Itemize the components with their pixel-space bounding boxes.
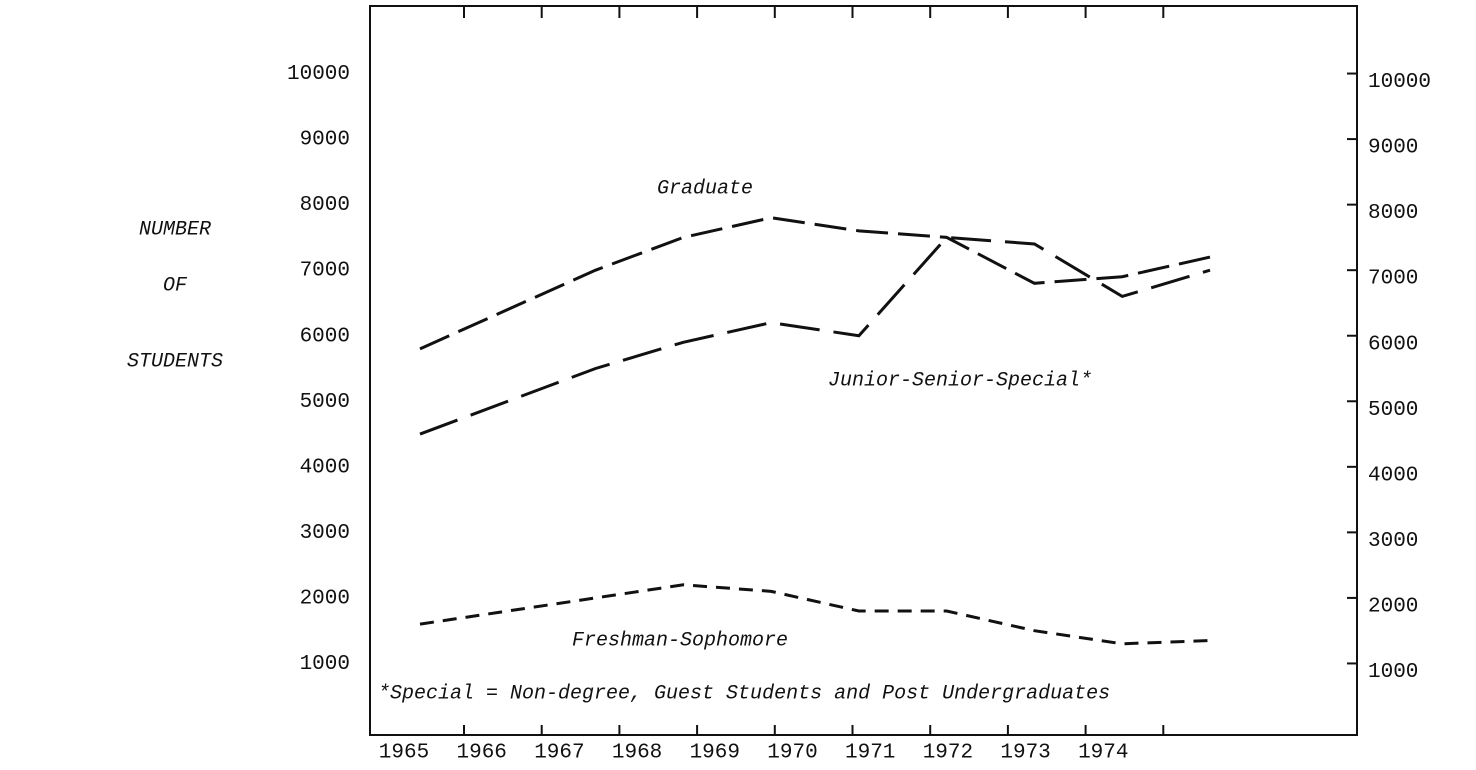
footnote: *Special = Non-degree, Guest Students an… <box>378 682 1110 705</box>
y-tick-label: 4000 <box>300 456 350 479</box>
y-tick-label: 7000 <box>300 260 350 283</box>
y2-tick-label: 7000 <box>1368 268 1418 291</box>
x-tick-label: 1968 <box>612 742 662 765</box>
series-label: Junior-Senior-Special* <box>828 369 1092 392</box>
y2-tick-label: 4000 <box>1368 464 1418 487</box>
y-tick-label: 2000 <box>300 587 350 610</box>
x-tick-label: 1972 <box>923 742 973 765</box>
y-axis-label: OF <box>163 274 188 297</box>
series-line <box>419 583 1211 646</box>
y2-tick-label: 2000 <box>1368 595 1418 618</box>
y2-tick-label: 3000 <box>1368 530 1418 553</box>
series-line <box>419 235 1211 436</box>
y-tick-label: 9000 <box>300 129 350 152</box>
x-tick-label: 1965 <box>379 742 429 765</box>
x-tick-label: 1970 <box>767 742 817 765</box>
y-tick-label: 6000 <box>300 325 350 348</box>
y-tick-label: 10000 <box>287 63 350 86</box>
series-label: Graduate <box>657 177 753 200</box>
y-tick-label: 8000 <box>300 194 350 217</box>
x-tick-label: 1974 <box>1078 742 1128 765</box>
plot-frame <box>369 5 1358 736</box>
series-line <box>419 216 1211 351</box>
y2-tick-label: 9000 <box>1368 137 1418 160</box>
y2-tick-label: 10000 <box>1368 71 1431 94</box>
y-axis-label: NUMBER <box>139 218 211 241</box>
y2-tick-label: 8000 <box>1368 202 1418 225</box>
x-tick-label: 1971 <box>845 742 895 765</box>
y2-tick-label: 5000 <box>1368 399 1418 422</box>
x-tick-label: 1969 <box>690 742 740 765</box>
x-tick-label: 1966 <box>456 742 506 765</box>
x-tick-label: 1967 <box>534 742 584 765</box>
y2-tick-label: 1000 <box>1368 661 1418 684</box>
y-tick-label: 5000 <box>300 391 350 414</box>
series-label: Freshman-Sophomore <box>572 629 788 652</box>
y-tick-label: 1000 <box>300 653 350 676</box>
y-tick-label: 3000 <box>300 522 350 545</box>
y2-tick-label: 6000 <box>1368 333 1418 356</box>
y-axis-label: STUDENTS <box>127 350 223 373</box>
x-tick-label: 1973 <box>1000 742 1050 765</box>
